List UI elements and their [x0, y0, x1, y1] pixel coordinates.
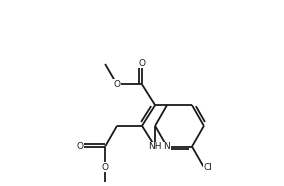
Text: O: O	[114, 80, 120, 89]
Text: N: N	[164, 142, 170, 151]
Text: O: O	[102, 163, 108, 172]
Text: Cl: Cl	[204, 163, 213, 172]
Text: O: O	[139, 59, 145, 68]
Text: O: O	[77, 142, 83, 151]
Text: NH: NH	[148, 142, 162, 151]
